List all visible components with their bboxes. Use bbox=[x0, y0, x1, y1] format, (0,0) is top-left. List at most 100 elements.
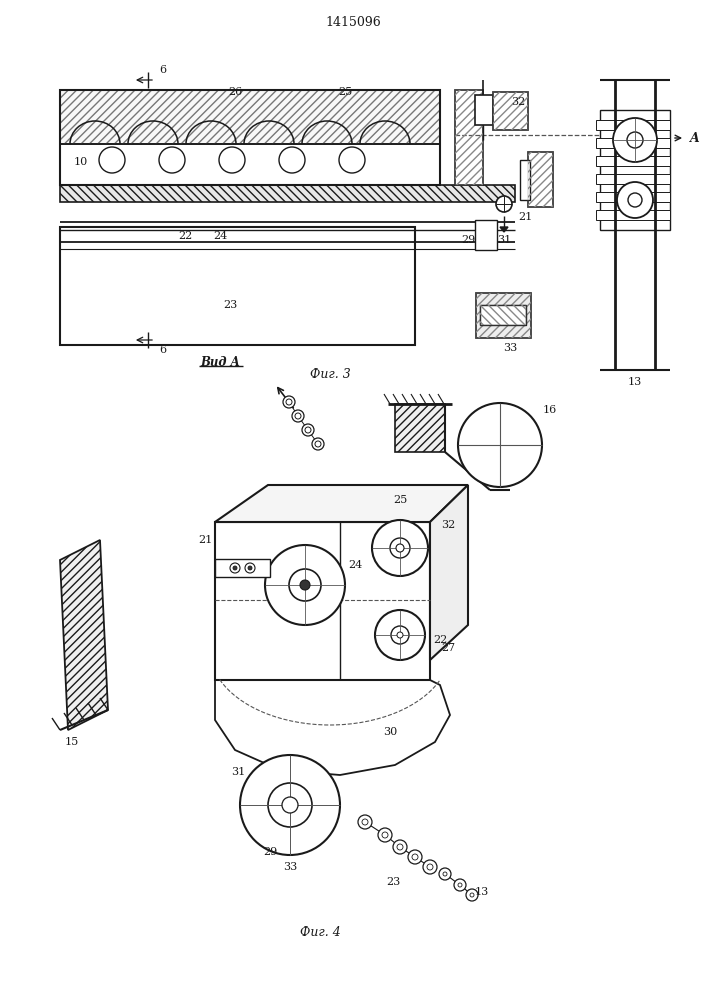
Circle shape bbox=[396, 544, 404, 552]
Bar bbox=[215, 522, 430, 680]
Circle shape bbox=[470, 893, 474, 897]
Circle shape bbox=[358, 815, 372, 829]
Text: 29: 29 bbox=[263, 847, 277, 857]
Bar bbox=[455, 90, 483, 185]
Text: Вид A: Вид A bbox=[200, 356, 240, 368]
Bar bbox=[395, 404, 445, 452]
Circle shape bbox=[300, 580, 310, 590]
Bar bbox=[596, 174, 670, 184]
Circle shape bbox=[302, 424, 314, 436]
Bar bbox=[215, 559, 270, 577]
Bar bbox=[528, 152, 553, 207]
Circle shape bbox=[268, 783, 312, 827]
Circle shape bbox=[375, 610, 425, 660]
Text: Фиг. 3: Фиг. 3 bbox=[310, 368, 351, 381]
Circle shape bbox=[295, 413, 301, 419]
Bar bbox=[520, 160, 530, 200]
Circle shape bbox=[283, 396, 295, 408]
Circle shape bbox=[496, 196, 512, 212]
Circle shape bbox=[159, 147, 185, 173]
Bar bbox=[596, 210, 670, 220]
Circle shape bbox=[99, 147, 125, 173]
Text: 22: 22 bbox=[178, 231, 192, 241]
Text: 13: 13 bbox=[628, 377, 642, 387]
Polygon shape bbox=[500, 227, 508, 232]
Circle shape bbox=[362, 819, 368, 825]
Circle shape bbox=[613, 118, 657, 162]
Circle shape bbox=[382, 832, 388, 838]
Circle shape bbox=[427, 864, 433, 870]
Text: 31: 31 bbox=[231, 767, 245, 777]
Polygon shape bbox=[430, 485, 468, 660]
Circle shape bbox=[305, 427, 311, 433]
Bar bbox=[480, 305, 526, 325]
Circle shape bbox=[393, 840, 407, 854]
Circle shape bbox=[219, 147, 245, 173]
Text: 21: 21 bbox=[198, 535, 212, 545]
Polygon shape bbox=[215, 485, 468, 522]
Bar bbox=[480, 305, 526, 325]
Text: A: A bbox=[690, 131, 700, 144]
Circle shape bbox=[439, 868, 451, 880]
Text: 33: 33 bbox=[503, 343, 517, 353]
Circle shape bbox=[248, 566, 252, 570]
Text: 10: 10 bbox=[74, 157, 88, 167]
Circle shape bbox=[315, 441, 321, 447]
Text: 24: 24 bbox=[348, 560, 362, 570]
Bar bbox=[60, 90, 440, 144]
Bar bbox=[596, 156, 670, 166]
Bar bbox=[60, 90, 440, 144]
Circle shape bbox=[240, 755, 340, 855]
Circle shape bbox=[233, 566, 237, 570]
Circle shape bbox=[466, 889, 478, 901]
Text: 22: 22 bbox=[433, 635, 447, 645]
Text: 31: 31 bbox=[497, 235, 511, 245]
Circle shape bbox=[617, 182, 653, 218]
Text: 13: 13 bbox=[475, 887, 489, 897]
Circle shape bbox=[412, 854, 418, 860]
Circle shape bbox=[391, 626, 409, 644]
Bar bbox=[60, 90, 440, 185]
Circle shape bbox=[408, 850, 422, 864]
Circle shape bbox=[443, 872, 447, 876]
Text: 25: 25 bbox=[338, 87, 352, 97]
Text: 6: 6 bbox=[160, 65, 167, 75]
Bar bbox=[596, 120, 670, 130]
Text: 21: 21 bbox=[518, 212, 532, 222]
Text: 29: 29 bbox=[461, 235, 475, 245]
Circle shape bbox=[397, 632, 403, 638]
Bar bbox=[600, 110, 670, 230]
Text: 24: 24 bbox=[213, 231, 227, 241]
Text: Фиг. 4: Фиг. 4 bbox=[300, 926, 340, 938]
Text: 15: 15 bbox=[65, 737, 79, 747]
Text: 1415096: 1415096 bbox=[325, 15, 381, 28]
Bar bbox=[60, 227, 415, 345]
Text: 6: 6 bbox=[160, 345, 167, 355]
Text: 23: 23 bbox=[223, 300, 237, 310]
Circle shape bbox=[282, 797, 298, 813]
Circle shape bbox=[628, 193, 642, 207]
Bar bbox=[455, 90, 483, 185]
Bar bbox=[528, 152, 553, 207]
Circle shape bbox=[230, 563, 240, 573]
Circle shape bbox=[289, 569, 321, 601]
Bar bbox=[596, 138, 670, 148]
Circle shape bbox=[279, 147, 305, 173]
Polygon shape bbox=[60, 540, 108, 730]
Text: 25: 25 bbox=[393, 495, 407, 505]
Circle shape bbox=[397, 844, 403, 850]
Circle shape bbox=[372, 520, 428, 576]
Bar bbox=[475, 95, 493, 125]
Circle shape bbox=[265, 545, 345, 625]
Circle shape bbox=[458, 403, 542, 487]
Bar bbox=[60, 90, 470, 185]
Text: 16: 16 bbox=[543, 405, 557, 415]
Circle shape bbox=[245, 563, 255, 573]
Circle shape bbox=[339, 147, 365, 173]
Bar bbox=[596, 192, 670, 202]
Circle shape bbox=[390, 538, 410, 558]
Text: 27: 27 bbox=[441, 643, 455, 653]
Bar bbox=[493, 92, 528, 130]
Circle shape bbox=[458, 883, 462, 887]
Bar bbox=[476, 293, 531, 338]
